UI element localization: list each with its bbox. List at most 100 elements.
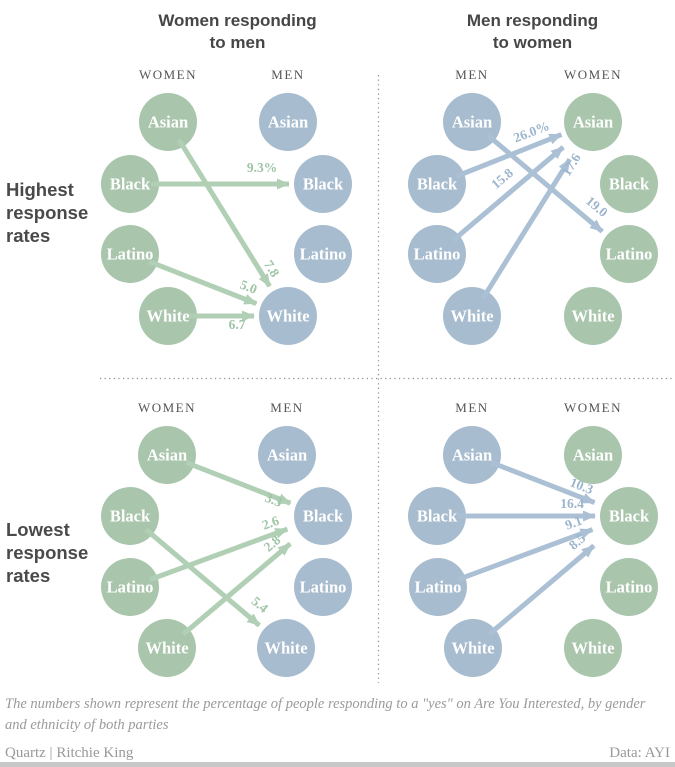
circle-bottom-left-right-black [294, 487, 352, 545]
ethnicity-circle-label: Black [609, 175, 650, 194]
arrow-top-right-white-to-asian [480, 158, 572, 300]
circle-bottom-right-left-white [444, 619, 502, 677]
ethnicity-circle-label: Asian [573, 113, 613, 132]
circle-top-right-right-black [600, 155, 658, 213]
ethnicity-circle-label: White [266, 307, 309, 326]
column-header: WOMEN [139, 67, 197, 82]
circle-top-left-left-white [139, 287, 197, 345]
ethnicity-circle-label: Latino [414, 245, 461, 264]
circle-bottom-right-right-latino [600, 558, 658, 616]
title-men-responding-to-women: Men responding to women [415, 10, 650, 54]
ethnicity-circle-label: Latino [606, 578, 653, 597]
ethnicity-circle-label: Latino [107, 245, 154, 264]
circle-top-left-right-asian [259, 93, 317, 151]
ethnicity-circle-label: Black [110, 175, 151, 194]
circle-top-right-right-asian [564, 93, 622, 151]
arrow-bottom-left-white-to-black [181, 541, 292, 637]
title-line: Men responding [466, 11, 599, 30]
arrow-value-label: 6.7 [229, 317, 246, 332]
arrow-bottom-right-latino-to-black [456, 527, 594, 583]
ethnicity-circle-label: White [450, 307, 493, 326]
title-women-responding-to-men: Women responding to men [120, 10, 355, 54]
ethnicity-circle-label: Latino [300, 245, 347, 264]
circle-top-left-right-latino [294, 225, 352, 283]
column-header: WOMEN [564, 67, 622, 82]
circle-top-right-left-latino [408, 225, 466, 283]
arrow-value-label: 3.3 [263, 490, 284, 510]
arrow-bottom-right-white-to-black [487, 543, 596, 637]
ethnicity-circle-label: Asian [267, 446, 307, 465]
circle-bottom-left-right-latino [294, 558, 352, 616]
circle-top-left-left-black [101, 155, 159, 213]
ethnicity-circle-label: Black [417, 507, 458, 526]
circle-top-left-left-latino [101, 225, 159, 283]
circle-top-right-right-latino [600, 225, 658, 283]
ethnicity-circle-label: Asian [268, 113, 308, 132]
arrow-top-left-latino-to-white [148, 259, 258, 306]
arrow-top-left-asian-to-white [176, 138, 272, 288]
chart-footnote: The numbers shown represent the percenta… [5, 696, 646, 734]
ethnicity-circle-label: Black [303, 507, 344, 526]
ethnicity-circle-label: Black [110, 507, 151, 526]
circle-bottom-left-right-white [257, 619, 315, 677]
arrow-bottom-left-latino-to-black [148, 526, 289, 583]
arrow-top-right-latino-to-asian [451, 145, 565, 243]
circle-top-right-left-white [443, 287, 501, 345]
column-header: WOMEN [564, 400, 622, 415]
arrow-value-label: 5.4 [249, 593, 272, 615]
column-header: MEN [455, 400, 488, 415]
arrow-value-label: 9.1 [563, 513, 584, 533]
circle-top-right-left-black [408, 155, 466, 213]
arrow-value-label: 2.6 [260, 513, 281, 533]
arrow-bottom-left-black-to-white [144, 527, 261, 628]
circle-top-left-right-black [294, 155, 352, 213]
ethnicity-circle-label: Black [417, 175, 458, 194]
title-line: to men [209, 33, 266, 53]
circle-bottom-left-left-white [138, 619, 196, 677]
circle-bottom-right-right-asian [564, 426, 622, 484]
ethnicity-circle-label: White [145, 639, 188, 658]
column-header: MEN [270, 400, 303, 415]
row-label-highest-response-rates: Highest response rates [6, 179, 89, 247]
ethnicity-circle-label: Latino [415, 578, 462, 597]
ethnicity-circle-label: White [451, 639, 494, 658]
circle-bottom-right-right-white [564, 619, 622, 677]
ethnicity-circle-label: Latino [107, 578, 154, 597]
circle-top-right-right-white [564, 287, 622, 345]
ethnicity-circle-label: Asian [148, 113, 188, 132]
column-header: MEN [271, 67, 304, 82]
arrow-value-label: 16.4 [560, 496, 584, 511]
ethnicity-circle-label: Asian [147, 446, 187, 465]
circle-bottom-left-right-asian [258, 426, 316, 484]
circle-bottom-right-right-black [600, 487, 658, 545]
column-header: MEN [455, 67, 488, 82]
circle-bottom-right-left-asian [443, 426, 501, 484]
circle-top-right-left-asian [443, 93, 501, 151]
arrow-value-label: 9.3% [247, 160, 277, 175]
ethnicity-circle-label: Asian [452, 113, 492, 132]
ethnicity-circle-label: Black [609, 507, 650, 526]
title-line: to women [492, 33, 573, 53]
circle-top-left-right-white [259, 287, 317, 345]
column-header: WOMEN [138, 400, 196, 415]
ethnicity-circle-label: White [571, 307, 614, 326]
ethnicity-circle-label: White [571, 639, 614, 658]
credit-source: Quartz | Ritchie King [5, 745, 134, 761]
arrow-top-right-asian-to-latino [486, 133, 604, 234]
credits-row: Quartz | Ritchie King Data: AYI [5, 745, 670, 762]
ethnicity-circle-label: Asian [452, 446, 492, 465]
ethnicity-circle-label: Asian [573, 446, 613, 465]
ethnicity-circle-label: White [264, 639, 307, 658]
arrow-bottom-left-asian-to-black [185, 460, 292, 506]
arrow-value-label: 5.0 [238, 277, 259, 297]
circle-bottom-left-left-latino [101, 558, 159, 616]
footer-bar [0, 762, 675, 767]
ethnicity-circle-label: Latino [606, 245, 653, 264]
credit-data: Data: AYI [609, 745, 670, 761]
ethnicity-circle-label: Black [303, 175, 344, 194]
circle-top-left-left-asian [139, 93, 197, 151]
ethnicity-circle-label: Latino [300, 578, 347, 597]
circle-bottom-left-left-asian [138, 426, 196, 484]
